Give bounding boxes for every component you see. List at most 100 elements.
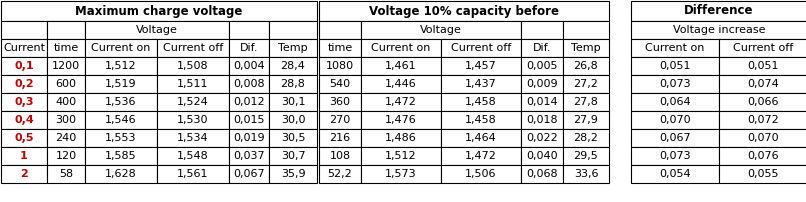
Bar (47, 75, 85, 93)
Text: 270: 270 (330, 115, 351, 125)
Bar (563, 165, 609, 183)
Text: 1,561: 1,561 (177, 169, 209, 179)
Text: 30,5: 30,5 (280, 133, 305, 143)
Text: 0,3: 0,3 (15, 97, 34, 107)
Bar (1, 147, 47, 165)
Text: 33,6: 33,6 (574, 169, 598, 179)
Bar (157, 147, 229, 165)
Text: 27,8: 27,8 (574, 97, 598, 107)
Bar (719, 129, 806, 147)
Bar (229, 93, 269, 111)
Bar (269, 75, 317, 93)
Text: 0,012: 0,012 (233, 97, 265, 107)
Text: 0,076: 0,076 (747, 151, 779, 161)
Text: 0,019: 0,019 (233, 133, 265, 143)
Bar (47, 93, 85, 111)
Bar (1, 75, 47, 93)
Text: Dif.: Dif. (239, 43, 258, 53)
Bar (85, 111, 157, 129)
Bar (157, 111, 229, 129)
Bar (157, 129, 229, 147)
Text: 1,458: 1,458 (465, 115, 496, 125)
Bar (521, 75, 563, 93)
Bar (361, 111, 441, 129)
Bar (563, 93, 609, 111)
Bar (563, 75, 609, 93)
Text: 0,051: 0,051 (659, 61, 691, 71)
Text: 300: 300 (56, 115, 77, 125)
Text: Voltage increase: Voltage increase (673, 25, 765, 35)
Bar (229, 147, 269, 165)
Text: 108: 108 (330, 151, 351, 161)
Bar (269, 111, 317, 129)
Bar (319, 21, 361, 39)
Bar (441, 39, 521, 57)
Bar (319, 147, 361, 165)
Bar (1, 111, 47, 129)
Bar (319, 39, 361, 57)
Bar (85, 147, 157, 165)
Text: 0,008: 0,008 (233, 79, 265, 89)
Bar (563, 21, 609, 39)
Bar (269, 93, 317, 111)
Bar (1, 129, 47, 147)
Text: 0,072: 0,072 (747, 115, 779, 125)
Text: 120: 120 (56, 151, 77, 161)
Bar (441, 75, 521, 93)
Text: 1,548: 1,548 (177, 151, 209, 161)
Bar (157, 39, 229, 57)
Text: Temp: Temp (278, 43, 308, 53)
Text: 30,0: 30,0 (280, 115, 305, 125)
Text: 1,628: 1,628 (105, 169, 137, 179)
Text: 1200: 1200 (52, 61, 80, 71)
Text: 2: 2 (20, 169, 28, 179)
Bar (229, 129, 269, 147)
Text: Voltage: Voltage (136, 25, 178, 35)
Bar (1, 165, 47, 183)
Bar (521, 93, 563, 111)
Bar (361, 57, 441, 75)
Bar (319, 57, 361, 75)
Text: 0,068: 0,068 (526, 169, 558, 179)
Bar (631, 111, 719, 129)
Bar (157, 93, 229, 111)
Bar (85, 39, 157, 57)
Bar (521, 147, 563, 165)
Text: 0,5: 0,5 (15, 133, 34, 143)
Text: 0,073: 0,073 (659, 151, 691, 161)
Text: Current off: Current off (163, 43, 223, 53)
Text: 1,446: 1,446 (385, 79, 417, 89)
Bar (85, 57, 157, 75)
Text: 1,472: 1,472 (465, 151, 497, 161)
Text: 1,573: 1,573 (385, 169, 417, 179)
Bar (631, 57, 719, 75)
Text: 1,508: 1,508 (177, 61, 209, 71)
Text: 0,067: 0,067 (659, 133, 691, 143)
Text: Temp: Temp (571, 43, 600, 53)
Text: Dif.: Dif. (533, 43, 551, 53)
Bar (719, 165, 806, 183)
Text: 0,004: 0,004 (233, 61, 265, 71)
Bar (319, 1, 609, 21)
Bar (631, 147, 719, 165)
Text: 29,5: 29,5 (574, 151, 598, 161)
Bar (563, 39, 609, 57)
Text: 28,8: 28,8 (280, 79, 305, 89)
Bar (563, 57, 609, 75)
Text: 1,512: 1,512 (385, 151, 417, 161)
Text: 1,519: 1,519 (106, 79, 137, 89)
Text: 35,9: 35,9 (280, 169, 305, 179)
Text: 1,530: 1,530 (177, 115, 209, 125)
Bar (229, 57, 269, 75)
Bar (631, 93, 719, 111)
Text: 1,486: 1,486 (385, 133, 417, 143)
Bar (631, 129, 719, 147)
Bar (361, 39, 441, 57)
Bar (85, 75, 157, 93)
Bar (719, 39, 806, 57)
Bar (631, 165, 719, 183)
Bar (229, 75, 269, 93)
Text: 1,553: 1,553 (106, 133, 137, 143)
Bar (361, 129, 441, 147)
Text: 0,064: 0,064 (659, 97, 691, 107)
